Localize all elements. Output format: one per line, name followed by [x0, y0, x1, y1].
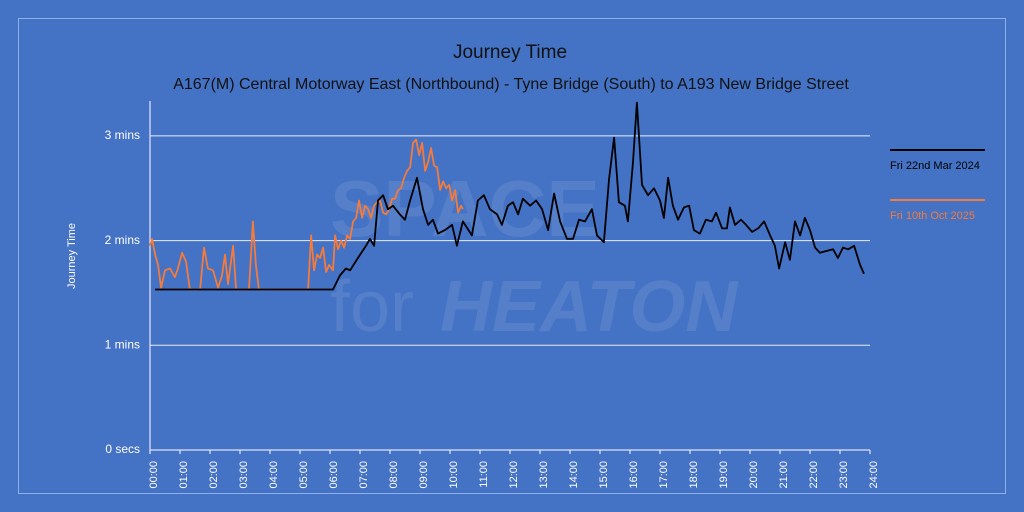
watermark-text: for	[330, 267, 414, 347]
x-tick-label: 09:00	[418, 461, 430, 489]
x-tick-label: 23:00	[838, 461, 850, 489]
x-tick-label: 21:00	[778, 461, 790, 489]
x-tick-label: 19:00	[718, 461, 730, 489]
chart-title: Journey Time	[453, 42, 567, 63]
y-tick-label: 2 mins	[105, 233, 140, 247]
y-tick-label: 1 mins	[105, 337, 140, 351]
x-tick-label: 24:00	[868, 461, 880, 489]
chart-subtitle: A167(M) Central Motorway East (Northboun…	[173, 76, 849, 93]
x-tick-label: 14:00	[568, 461, 580, 489]
series-line	[155, 101, 865, 291]
x-tick-label: 11:00	[478, 461, 490, 488]
x-tick-label: 00:00	[148, 461, 160, 489]
y-tick-label: 0 secs	[105, 442, 140, 456]
x-tick-label: 12:00	[508, 461, 520, 489]
series-line	[149, 138, 464, 291]
x-tick-label: 07:00	[358, 461, 370, 489]
y-tick-label: 3 mins	[105, 128, 140, 142]
legend-label: Fri 22nd Mar 2024	[890, 160, 980, 172]
x-tick-label: 13:00	[538, 461, 550, 489]
x-tick-label: 03:00	[238, 461, 250, 489]
y-axis-label: Journey Time	[66, 223, 78, 289]
x-tick-label: 02:00	[208, 461, 220, 489]
x-tick-label: 15:00	[598, 461, 610, 489]
x-tick-label: 05:00	[298, 461, 310, 489]
legend-label: Fri 10th Oct 2025	[890, 210, 975, 222]
x-tick-label: 10:00	[448, 461, 460, 489]
x-tick-label: 01:00	[178, 461, 190, 489]
x-tick-label: 04:00	[268, 461, 280, 489]
x-tick-label: 20:00	[748, 461, 760, 489]
x-tick-label: 22:00	[808, 461, 820, 489]
chart-border	[18, 18, 1006, 494]
x-tick-label: 18:00	[688, 461, 700, 489]
watermark-text: HEATON	[440, 267, 739, 347]
x-tick-label: 08:00	[388, 461, 400, 489]
x-tick-label: 17:00	[658, 461, 670, 489]
x-tick-label: 06:00	[328, 461, 340, 489]
x-tick-label: 16:00	[628, 461, 640, 489]
